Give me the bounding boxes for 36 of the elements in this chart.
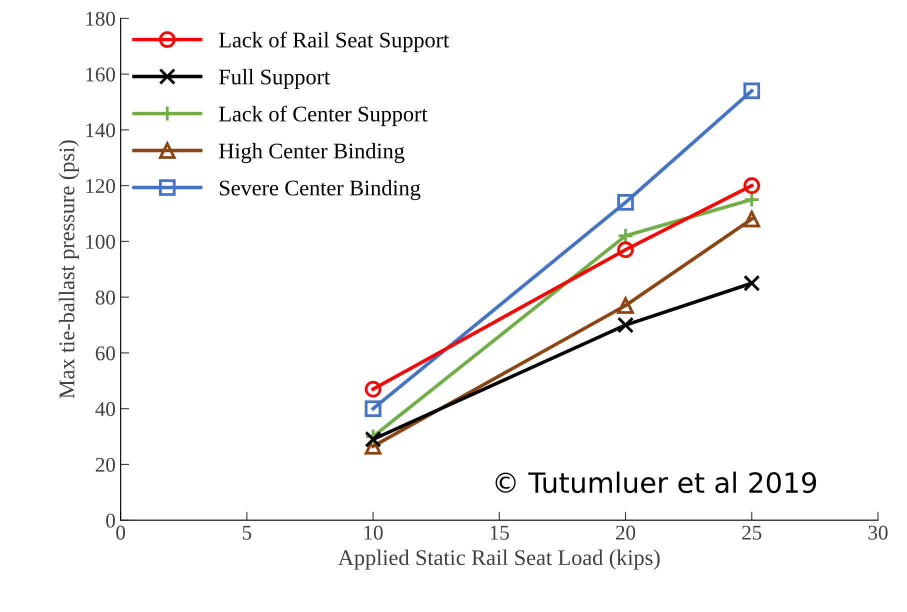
x-axis-title: Applied Static Rail Seat Load (kips): [338, 550, 660, 570]
y-tick-label: 160: [86, 67, 115, 82]
y-axis-title: Max tie-ballast pressure (psi): [58, 140, 79, 399]
legend-label: High Center Binding: [219, 142, 404, 164]
point: [364, 400, 382, 418]
x-tick-label: 20: [616, 526, 636, 540]
y-tick-label: 100: [86, 234, 115, 249]
y-tick-label: 80: [96, 290, 115, 305]
x-tick-label: 0: [116, 526, 126, 540]
point: [743, 274, 760, 292]
point: [743, 210, 760, 228]
point: [743, 177, 760, 194]
x-tick-label: 25: [742, 526, 762, 540]
y-tick-label: 0: [106, 514, 115, 528]
point: [364, 431, 382, 448]
y-tick-label: 60: [96, 346, 115, 360]
point: [617, 316, 634, 334]
y-tick-label: 40: [95, 402, 115, 416]
x-tick-label: 10: [364, 526, 383, 540]
point: [617, 297, 634, 314]
legend-label: Lack of Center Support: [219, 106, 428, 126]
x-tick-label: 15: [490, 526, 509, 540]
point: [364, 380, 382, 398]
point: [617, 194, 634, 211]
y-tick-label: 20: [96, 458, 115, 472]
point: [743, 82, 760, 100]
annotation: © Tutumluer et al 2019: [496, 472, 816, 494]
x-tick-label: 5: [242, 526, 252, 540]
x-tick-label: 30: [868, 526, 888, 540]
legend-label: Severe Center Binding: [220, 180, 420, 200]
y-tick-label: 140: [86, 123, 115, 138]
point: [617, 241, 634, 258]
y-tick-label: 120: [86, 179, 115, 194]
legend-label: Full Support: [219, 68, 330, 90]
legend-label: Lack of Rail Seat Support: [219, 32, 450, 52]
y-tick-label: 180: [86, 12, 115, 26]
